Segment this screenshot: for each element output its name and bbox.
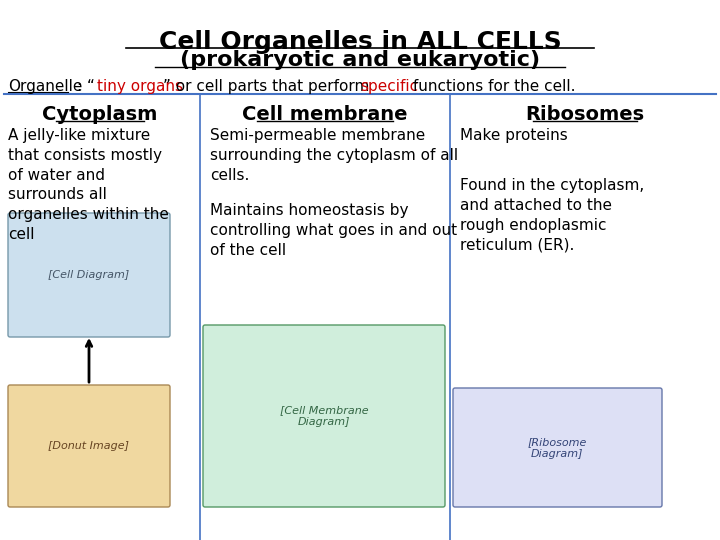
Text: Cell Organelles in ALL CELLS: Cell Organelles in ALL CELLS bbox=[158, 30, 562, 54]
Text: [Donut Image]: [Donut Image] bbox=[48, 441, 130, 451]
Text: [Cell Membrane
Diagram]: [Cell Membrane Diagram] bbox=[279, 405, 369, 427]
Text: Organelle: Organelle bbox=[8, 79, 82, 94]
Text: [Ribosome
Diagram]: [Ribosome Diagram] bbox=[527, 437, 587, 459]
Text: : “: : “ bbox=[77, 79, 95, 94]
Text: Maintains homeostasis by
controlling what goes in and out
of the cell: Maintains homeostasis by controlling wha… bbox=[210, 203, 457, 258]
Text: functions for the cell.: functions for the cell. bbox=[408, 79, 575, 94]
Text: specific: specific bbox=[360, 79, 418, 94]
Text: Found in the cytoplasm,
and attached to the
rough endoplasmic
reticulum (ER).: Found in the cytoplasm, and attached to … bbox=[460, 178, 644, 252]
Text: Semi-permeable membrane
surrounding the cytoplasm of all
cells.: Semi-permeable membrane surrounding the … bbox=[210, 128, 458, 183]
Text: tiny organs: tiny organs bbox=[97, 79, 183, 94]
FancyBboxPatch shape bbox=[8, 385, 170, 507]
Text: A jelly-like mixture
that consists mostly
of water and
surrounds all
organelles : A jelly-like mixture that consists mostl… bbox=[8, 128, 169, 242]
Text: Cytoplasm: Cytoplasm bbox=[42, 105, 158, 124]
Text: Cell membrane: Cell membrane bbox=[242, 105, 408, 124]
Text: Make proteins: Make proteins bbox=[460, 128, 568, 143]
Text: (prokaryotic and eukaryotic): (prokaryotic and eukaryotic) bbox=[180, 50, 540, 70]
FancyBboxPatch shape bbox=[203, 325, 445, 507]
Text: ” or cell parts that perform: ” or cell parts that perform bbox=[163, 79, 374, 94]
Text: [Cell Diagram]: [Cell Diagram] bbox=[48, 270, 130, 280]
Text: Ribosomes: Ribosomes bbox=[526, 105, 644, 124]
FancyBboxPatch shape bbox=[8, 213, 170, 337]
FancyBboxPatch shape bbox=[453, 388, 662, 507]
